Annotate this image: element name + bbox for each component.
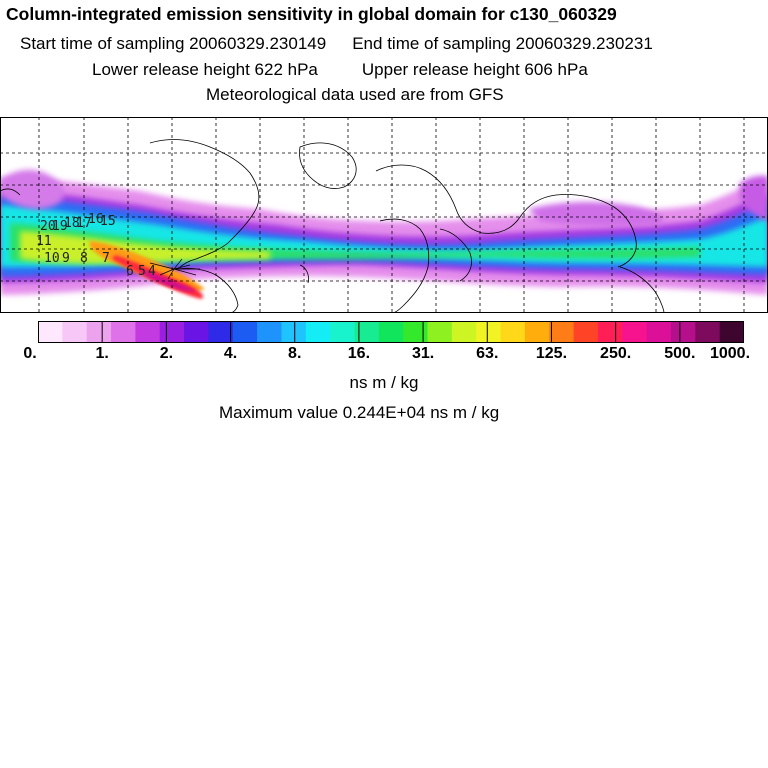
colorbar-swatch: [500, 321, 526, 343]
colorbar-unit: ns m / kg: [0, 373, 768, 393]
colorbar-swatch: [622, 321, 648, 343]
colorbar-tick-label: 500.: [664, 345, 696, 362]
trajectory-age-label: 18: [64, 216, 80, 231]
colorbar-swatch: [281, 321, 307, 343]
colorbar-tick-label: 1000.: [709, 345, 751, 362]
colorbar-swatch: [62, 321, 88, 343]
colorbar-swatch: [257, 321, 283, 343]
colorbar-swatch: [524, 321, 550, 343]
colorbar-swatch: [573, 321, 599, 343]
colorbar-tick-label: 125.: [535, 345, 568, 362]
colorbar-ticks: 0. 1. 2. 4. 8. 16. 31. 63. 125. 250. 500. 1000.: [0, 345, 768, 367]
trajectory-age-label: 8: [80, 251, 88, 266]
colorbar-swatch: [135, 321, 161, 343]
colorbar-swatch: [111, 321, 136, 343]
colorbar-swatch: [476, 321, 502, 343]
colorbar-tick-label: 63.: [476, 345, 499, 362]
colorbar-swatch: [86, 321, 112, 343]
colorbar-swatch: [670, 321, 696, 343]
colorbar-tick-label: 0.: [23, 345, 37, 362]
trajectory-age-label: 19: [52, 219, 68, 234]
colorbar-tick-label: 2.: [159, 345, 174, 362]
trajectory-age-label: 16: [88, 212, 104, 227]
lower-release-label: Lower release height 622 hPa: [92, 60, 318, 79]
colorbar-swatch: [451, 321, 477, 343]
colorbar-tick-label: 4.: [223, 345, 238, 362]
colorbar-swatch: [232, 321, 258, 343]
start-time-label: Start time of sampling 20060329.230149: [20, 34, 327, 53]
colorbar-swatch: [695, 321, 721, 343]
colorbar-swatch: [208, 321, 234, 343]
colorbar-tick-label: 31.: [411, 345, 435, 362]
trajectory-lines: [149, 258, 200, 280]
colorbar-swatch: [427, 321, 453, 343]
colorbar-tick-label: 8.: [288, 345, 302, 362]
end-time-label: End time of sampling 20060329.230231: [352, 34, 653, 53]
colorbar-swatch: [38, 321, 63, 343]
colorbar-swatch: [378, 321, 404, 343]
colorbar-tick-label: 1.: [95, 345, 109, 362]
met-data-label: Meteorological data used are from GFS: [206, 85, 504, 104]
colorbar-swatch: [330, 321, 356, 343]
colorbar-swatch: [549, 321, 575, 343]
trajectory-age-label: 15: [100, 214, 116, 229]
colorbar-tick-label: 250.: [600, 345, 632, 362]
lat-lon-grid: [0, 117, 768, 313]
max-value-label: Maximum value 0.244E+04 ns m / kg: [219, 403, 500, 422]
trajectory-age-label: 10: [44, 251, 60, 266]
colorbar-swatch: [597, 321, 623, 343]
sensitivity-field: [0, 169, 768, 299]
trajectory-age-label: 6: [126, 264, 134, 279]
colorbar-tick-label: 16.: [347, 345, 371, 362]
plot-title: Column-integrated emission sensitivity i…: [6, 4, 617, 24]
unit-label: ns m / kg: [349, 373, 419, 392]
sampling-times: Start time of sampling 20060329.230149 En…: [20, 34, 768, 54]
colorbar: [38, 321, 744, 343]
trajectory-age-label: 17: [76, 216, 92, 231]
trajectory-age-label: 20: [40, 219, 56, 234]
colorbar-swatch: [305, 321, 331, 343]
trajectory-age-label: 11: [36, 234, 52, 249]
colorbar-swatch: [354, 321, 380, 343]
trajectory-age-label: 7: [102, 251, 110, 266]
release-heights: Lower release height 622 hPa Upper releas…: [92, 60, 768, 80]
trajectory-age-label: 9: [62, 251, 70, 266]
colorbar-swatch: [719, 321, 744, 343]
colorbar-swatch: [159, 321, 185, 343]
colorbar-swatch: [403, 321, 429, 343]
colorbar-frame: [38, 321, 744, 343]
trajectory-age-label: 4: [148, 264, 156, 279]
colorbar-swatch: [646, 321, 672, 343]
colorbar-swatch: [184, 321, 210, 343]
trajectory-age-label: 5: [138, 264, 146, 279]
upper-release-label: Upper release height 606 hPa: [361, 60, 588, 79]
